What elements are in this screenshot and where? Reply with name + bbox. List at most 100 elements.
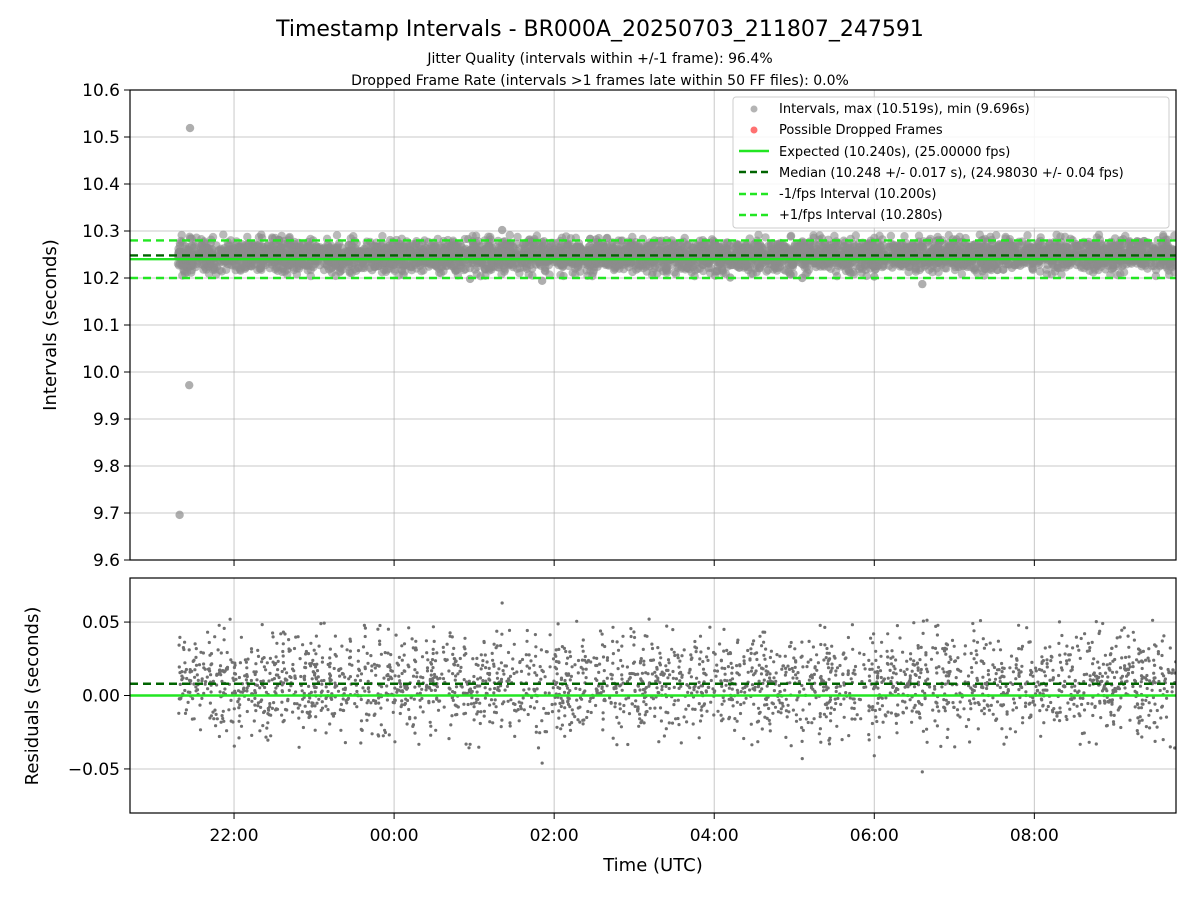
data-point bbox=[952, 644, 956, 648]
data-point bbox=[605, 658, 610, 662]
data-point bbox=[306, 652, 311, 656]
data-point bbox=[429, 242, 439, 251]
data-point bbox=[762, 640, 766, 644]
data-point-outlier bbox=[918, 279, 927, 289]
data-point bbox=[1081, 696, 1085, 701]
data-point bbox=[886, 676, 890, 680]
data-point bbox=[711, 239, 720, 248]
data-point bbox=[359, 719, 364, 723]
data-point bbox=[264, 690, 268, 694]
data-point bbox=[315, 261, 325, 270]
data-point bbox=[294, 635, 298, 639]
data-point bbox=[1038, 247, 1048, 256]
data-point bbox=[566, 244, 576, 254]
data-point bbox=[219, 720, 223, 724]
data-point bbox=[976, 727, 980, 731]
data-point bbox=[1131, 684, 1135, 689]
data-point bbox=[377, 268, 387, 277]
data-point bbox=[935, 671, 939, 675]
data-point bbox=[199, 650, 203, 654]
data-point bbox=[486, 232, 495, 242]
data-point bbox=[1146, 656, 1150, 660]
data-point bbox=[265, 661, 269, 665]
data-point bbox=[268, 242, 277, 251]
data-point bbox=[338, 674, 342, 678]
data-point bbox=[501, 265, 510, 274]
data-point bbox=[332, 231, 342, 240]
data-point bbox=[493, 686, 497, 691]
intervals-reference-lines bbox=[130, 239, 1176, 280]
data-point bbox=[824, 235, 833, 244]
data-point bbox=[417, 684, 421, 688]
data-point bbox=[605, 250, 615, 259]
data-point bbox=[523, 259, 532, 268]
data-point bbox=[1070, 241, 1079, 251]
data-point bbox=[853, 701, 857, 705]
data-point bbox=[1164, 266, 1173, 275]
data-point bbox=[974, 243, 984, 253]
data-point bbox=[802, 687, 806, 691]
data-point bbox=[533, 671, 537, 675]
data-point bbox=[682, 648, 686, 652]
data-point-outlier bbox=[185, 380, 194, 390]
data-point bbox=[638, 234, 647, 244]
data-point bbox=[1128, 718, 1132, 722]
data-point bbox=[328, 647, 332, 651]
data-point bbox=[809, 658, 813, 662]
data-point bbox=[271, 635, 275, 639]
data-point bbox=[297, 258, 306, 267]
data-point bbox=[800, 739, 804, 744]
data-point bbox=[499, 725, 503, 729]
data-point bbox=[1056, 237, 1065, 246]
data-point bbox=[1057, 673, 1061, 678]
y-tick-label: 10.0 bbox=[82, 363, 120, 383]
data-point bbox=[500, 632, 504, 636]
data-point bbox=[356, 659, 360, 663]
data-point bbox=[1055, 714, 1059, 718]
data-point bbox=[601, 689, 606, 693]
data-point-outlier bbox=[870, 272, 879, 281]
data-point bbox=[341, 708, 345, 713]
data-point bbox=[849, 677, 853, 681]
legend-label-intervals: Intervals, max (10.519s), min (9.696s) bbox=[779, 102, 1030, 117]
data-point bbox=[269, 734, 273, 738]
data-point bbox=[915, 265, 924, 275]
data-point bbox=[629, 634, 633, 639]
legend-marker-dropped bbox=[750, 126, 758, 134]
data-point bbox=[268, 702, 272, 706]
data-point bbox=[762, 678, 766, 682]
data-point bbox=[871, 641, 875, 645]
data-point bbox=[836, 251, 846, 260]
data-point bbox=[483, 653, 487, 657]
data-point bbox=[859, 717, 863, 721]
data-point bbox=[458, 656, 462, 661]
data-point bbox=[1057, 620, 1062, 624]
data-point bbox=[1170, 260, 1176, 269]
data-point bbox=[481, 250, 490, 259]
data-point bbox=[925, 740, 929, 744]
y-tick-label: 10.6 bbox=[82, 81, 120, 101]
data-point bbox=[921, 729, 926, 733]
data-point bbox=[641, 647, 645, 652]
data-point bbox=[505, 230, 514, 240]
data-point bbox=[581, 671, 585, 675]
data-point bbox=[1020, 664, 1024, 668]
data-point bbox=[1024, 690, 1028, 694]
data-point bbox=[671, 270, 681, 279]
data-point bbox=[963, 644, 968, 648]
data-point bbox=[415, 671, 419, 675]
data-point bbox=[309, 690, 313, 695]
legend-label-median: Median (10.248 +/- 0.017 s), (24.98030 +… bbox=[779, 166, 1124, 181]
data-point bbox=[583, 654, 587, 659]
data-point bbox=[1034, 684, 1038, 689]
data-point bbox=[986, 669, 991, 673]
data-point bbox=[787, 710, 791, 714]
data-point bbox=[744, 696, 748, 700]
data-point bbox=[750, 249, 759, 259]
data-point bbox=[1094, 230, 1104, 239]
data-point bbox=[730, 244, 740, 253]
data-point bbox=[540, 719, 544, 723]
data-point bbox=[322, 247, 332, 256]
data-point bbox=[656, 248, 665, 258]
